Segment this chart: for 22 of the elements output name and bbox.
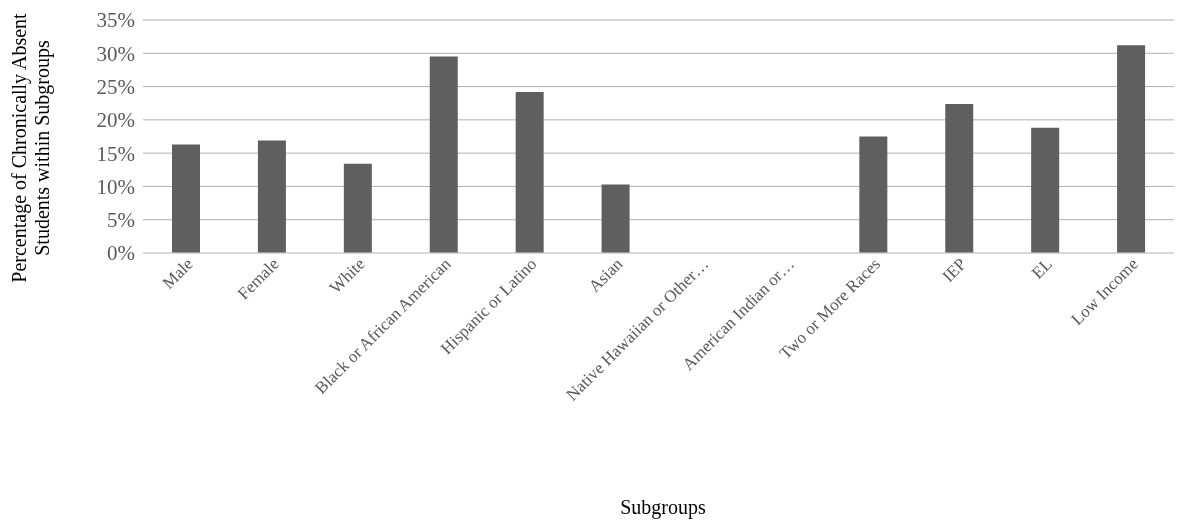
y-tick-label: 30%	[96, 41, 135, 66]
y-axis-title: Percentage of Chronically Absent Students within Subgroups	[8, 12, 55, 285]
y-tick-label: 20%	[96, 108, 135, 133]
bar	[859, 136, 888, 253]
bar	[601, 184, 630, 253]
bar	[945, 103, 974, 253]
y-tick-label: 15%	[96, 141, 135, 166]
bar	[172, 144, 200, 253]
y-tick-label: 35%	[96, 8, 135, 33]
x-axis-title: Subgroups	[619, 496, 707, 519]
y-tick-label: 10%	[96, 174, 135, 199]
y-tick-label: 5%	[107, 208, 135, 233]
bar	[1117, 45, 1146, 253]
bar	[1031, 127, 1060, 253]
bar	[515, 91, 544, 253]
bar	[429, 56, 458, 253]
x-tick-label: IEP	[938, 254, 971, 286]
bar	[257, 140, 286, 253]
x-tick-label: EL	[1027, 254, 1056, 283]
bar	[343, 163, 372, 253]
y-tick-label: 0%	[107, 241, 135, 266]
y-tick-label: 25%	[96, 75, 135, 100]
